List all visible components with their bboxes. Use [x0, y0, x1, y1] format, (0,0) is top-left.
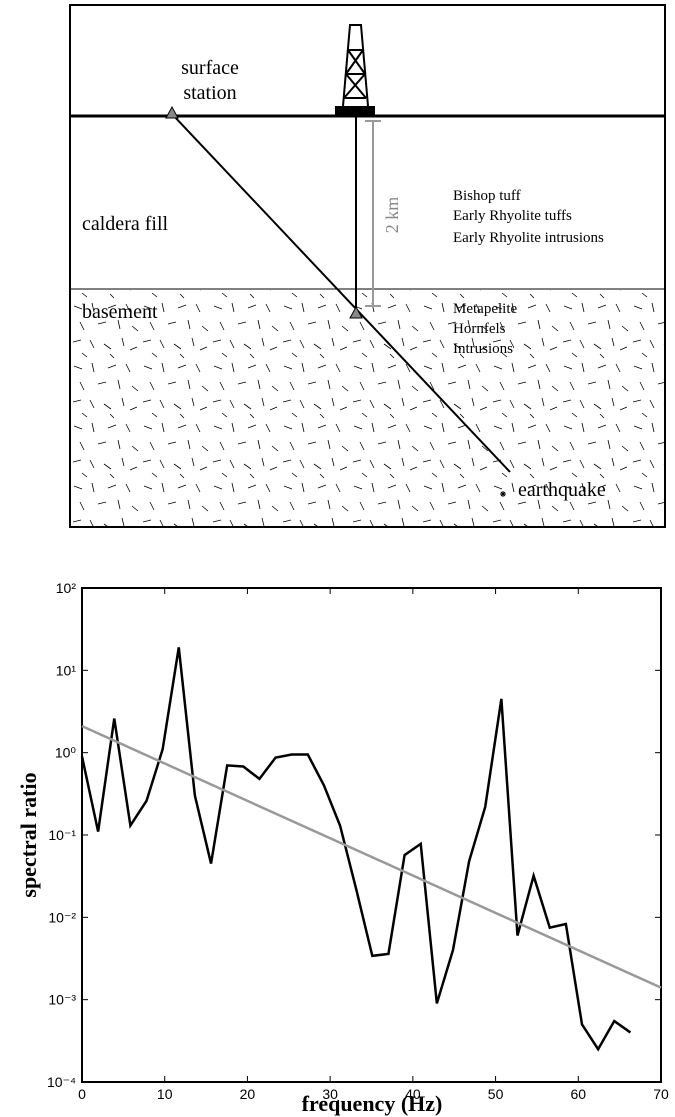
x-tick-label: 60 — [570, 1086, 586, 1102]
surface-station-marker — [165, 105, 179, 119]
basement-texture — [71, 290, 664, 526]
y-axis-label: spectral ratio — [16, 772, 41, 897]
frame — [69, 4, 666, 528]
x-tick-label: 20 — [240, 1086, 256, 1102]
x-tick-label: 50 — [488, 1086, 504, 1102]
label: caldera fill — [82, 213, 168, 235]
x-tick-label: 10 — [157, 1086, 173, 1102]
y-tick-label: 10² — [56, 580, 77, 596]
geology-diagram: surface station caldera fill basement 2 … — [69, 4, 666, 528]
x-tick-label: 40 — [405, 1086, 421, 1102]
earthquake-marker — [500, 491, 506, 497]
ray-path — [171, 113, 511, 473]
label: Early Rhyolite intrusions — [453, 230, 604, 246]
y-tick-label: 10⁻² — [48, 909, 76, 925]
depth-bar — [365, 120, 381, 307]
y-tick-label: 10⁻¹ — [48, 827, 76, 843]
derrick — [335, 24, 375, 115]
label: Early Rhyolite tuffs — [453, 208, 572, 224]
data-line — [81, 724, 662, 989]
spectral-ratio-chart: frequency (Hz) spectral ratio 0 10 20 30 40 5… — [16, 580, 669, 1116]
label: earthquake — [518, 479, 606, 501]
label: basement — [82, 301, 158, 323]
y-tick-label: 10⁰ — [55, 745, 77, 761]
x-tick-label: 70 — [653, 1086, 669, 1102]
label: surface — [181, 57, 239, 79]
data-line — [80, 647, 632, 1052]
label: Metapelite — [453, 301, 517, 317]
label: Hornfels — [453, 321, 506, 337]
label: Intrusions — [453, 341, 513, 357]
y-tick-label: 10⁻³ — [48, 992, 76, 1008]
x-tick-label: 0 — [78, 1086, 86, 1102]
x-axis-label: frequency (Hz) — [302, 1091, 443, 1116]
plot-frame — [81, 587, 662, 1083]
borehole-station-marker — [349, 305, 363, 319]
depth-label: 2 km — [382, 197, 402, 234]
y-tick-label: 10¹ — [56, 662, 77, 678]
y-tick-label: 10⁻⁴ — [47, 1074, 76, 1090]
label: Bishop tuff — [453, 188, 521, 204]
label: station — [183, 82, 236, 104]
x-tick-label: 30 — [322, 1086, 338, 1102]
